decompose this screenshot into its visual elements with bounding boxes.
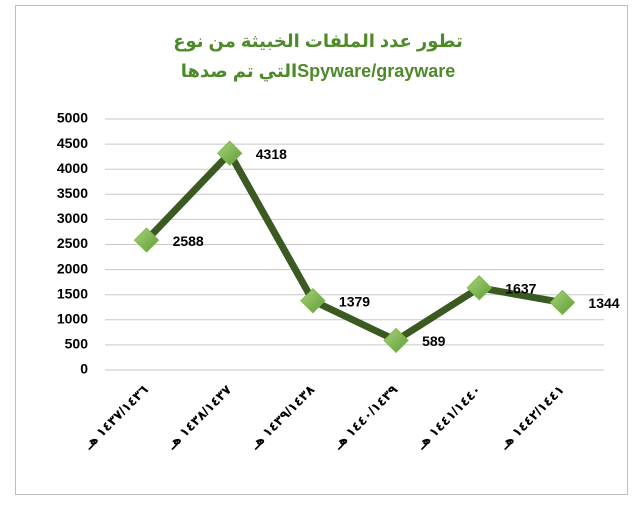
marker — [466, 275, 492, 301]
chart-border — [15, 5, 628, 495]
marker — [383, 327, 409, 354]
y-tick-label: 4500 — [57, 135, 88, 151]
y-tick-label: 500 — [65, 336, 89, 352]
data-label: 1344 — [588, 295, 619, 311]
y-tick-label: 4000 — [57, 160, 88, 176]
y-tick-label: 2500 — [57, 235, 88, 251]
y-tick-label: 3500 — [57, 185, 88, 201]
y-tick-label: 1500 — [57, 285, 88, 301]
data-label: 589 — [422, 333, 446, 349]
chart-title: Spyware/graywareالتي تم صدها — [181, 61, 456, 82]
line — [144, 149, 564, 344]
y-tick-label: 1000 — [57, 311, 88, 327]
data-label: 4318 — [256, 146, 287, 162]
y-tick-label: 5000 — [57, 110, 88, 126]
marker — [300, 288, 326, 314]
y-tick-label: 3000 — [57, 210, 88, 226]
data-label: 2588 — [173, 233, 204, 249]
y-tick-label: 2000 — [57, 260, 88, 276]
data-label: 1379 — [339, 293, 370, 309]
marker — [549, 289, 576, 316]
marker — [217, 140, 243, 166]
y-tick-label: 0 — [80, 361, 88, 377]
data-label: 1637 — [505, 281, 536, 297]
chart-title: تطور عدد الملفات الخبيثة من نوع — [173, 31, 463, 52]
marker — [133, 227, 160, 253]
